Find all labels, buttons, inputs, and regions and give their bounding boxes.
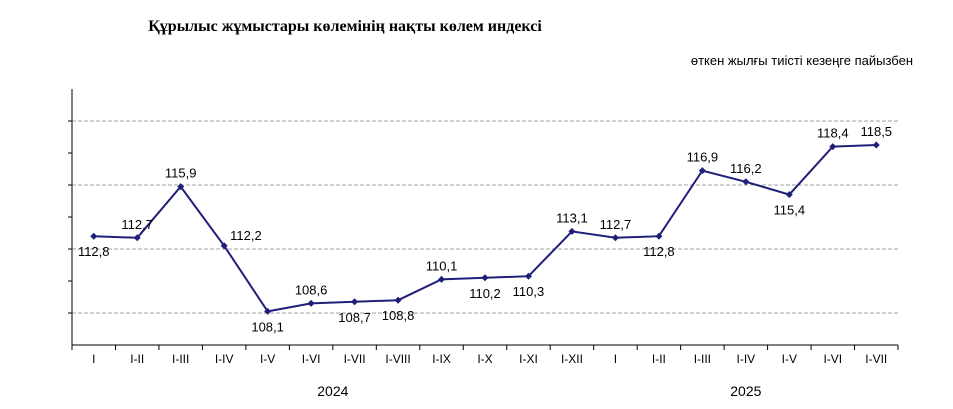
data-label: 112,8 [643, 244, 675, 259]
data-label: 108,8 [382, 308, 415, 323]
data-point [481, 274, 489, 282]
x-tick-label: I-II [652, 352, 666, 366]
x-tick-label: I-VII [865, 352, 887, 366]
x-tick-label: I-IV [215, 352, 234, 366]
data-point [394, 296, 402, 304]
data-point [785, 191, 793, 199]
data-point [351, 298, 359, 306]
year-label: 2025 [730, 383, 761, 399]
data-point [90, 232, 98, 240]
data-label: 112,2 [230, 228, 262, 243]
x-tick-label: I-IV [737, 352, 756, 366]
x-tick-label: I-VIII [385, 352, 410, 366]
x-tick-label: I-VI [823, 352, 842, 366]
x-tick-label: I-XI [519, 352, 538, 366]
data-point [611, 234, 619, 242]
data-point [524, 272, 532, 280]
data-label: 116,2 [730, 161, 762, 176]
data-label: 113,1 [556, 210, 588, 225]
data-label: 115,9 [165, 166, 197, 181]
x-tick-label: I-X [477, 352, 492, 366]
data-point [829, 143, 837, 151]
data-point [307, 299, 315, 307]
x-tick-label: I [92, 352, 95, 366]
data-label: 112,7 [600, 217, 632, 232]
data-label: 118,5 [860, 124, 892, 139]
x-tick-label: I-III [172, 352, 189, 366]
x-tick-label: I-VII [344, 352, 366, 366]
data-label: 110,1 [426, 258, 458, 273]
data-point [698, 167, 706, 175]
data-point [264, 307, 272, 315]
data-point [438, 275, 446, 283]
data-label: 112,8 [78, 244, 110, 259]
data-point [655, 232, 663, 240]
data-label: 115,4 [774, 203, 806, 218]
data-label: 108,7 [338, 310, 371, 325]
data-point [568, 227, 576, 235]
x-tick-label: I-V [260, 352, 275, 366]
data-label: 112,7 [121, 217, 153, 232]
chart-title: Құрылыс жұмыстары көлемінің нақты көлем … [148, 18, 542, 35]
data-point [220, 242, 228, 250]
data-point [742, 178, 750, 186]
x-tick-label: I-II [130, 352, 144, 366]
data-label: 118,4 [817, 126, 849, 141]
x-tick-label: I-VI [302, 352, 321, 366]
data-point [872, 141, 880, 149]
chart-subtitle: өткен жылғы тиісті кезеңге пайызбен [690, 53, 913, 68]
data-label: 110,3 [513, 284, 545, 299]
data-label: 108,1 [251, 319, 284, 334]
data-label: 108,6 [295, 282, 328, 297]
x-tick-label: I-V [782, 352, 797, 366]
data-point [177, 183, 185, 191]
data-point [133, 234, 141, 242]
data-label: 116,9 [687, 150, 719, 165]
x-tick-label: I-XII [561, 352, 583, 366]
x-tick-label: I [614, 352, 617, 366]
x-tick-label: I-IX [432, 352, 451, 366]
year-label: 2024 [317, 383, 348, 399]
data-label: 110,2 [469, 286, 501, 301]
x-tick-label: I-III [694, 352, 711, 366]
